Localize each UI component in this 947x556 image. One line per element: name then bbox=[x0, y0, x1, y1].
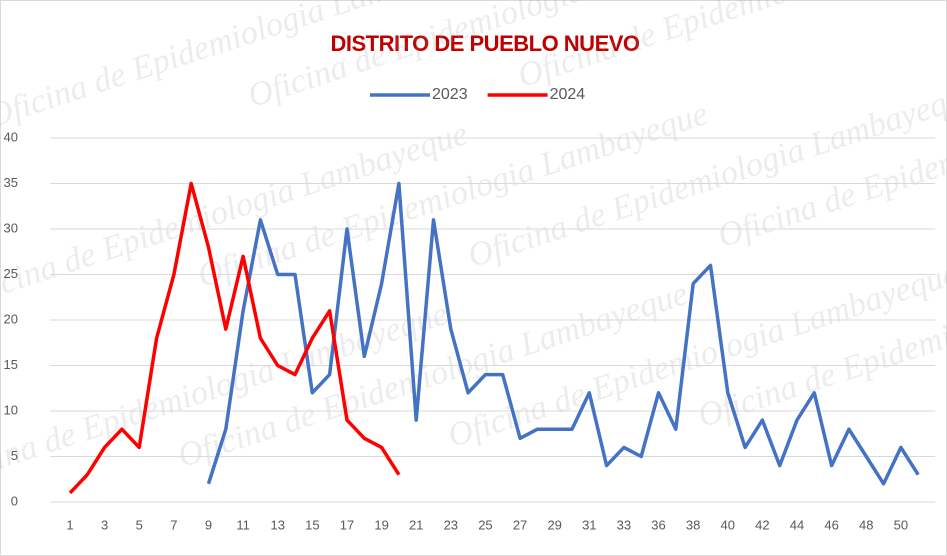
y-tick-label: 15 bbox=[4, 357, 18, 372]
x-tick-label: 11 bbox=[236, 517, 250, 532]
x-tick-label: 1 bbox=[66, 517, 73, 532]
x-tick-label: 27 bbox=[513, 517, 527, 532]
y-tick-label: 5 bbox=[11, 448, 18, 463]
y-tick-label: 20 bbox=[4, 311, 18, 326]
x-tick-label: 33 bbox=[617, 517, 631, 532]
line-series bbox=[206, 181, 920, 486]
x-tick-label: 48 bbox=[859, 517, 873, 532]
x-tick-label: 13 bbox=[270, 517, 284, 532]
x-tick-label: 7 bbox=[170, 517, 177, 532]
y-tick-label: 25 bbox=[4, 266, 18, 281]
y-tick-label: 10 bbox=[4, 402, 18, 417]
x-tick-label: 17 bbox=[340, 517, 354, 532]
legend-label: 2023 bbox=[432, 86, 468, 103]
x-tick-label: 29 bbox=[547, 517, 561, 532]
line-series bbox=[68, 181, 401, 495]
x-tick-label: 38 bbox=[686, 517, 700, 532]
x-tick-label: 5 bbox=[136, 517, 143, 532]
x-tick-label: 31 bbox=[582, 517, 596, 532]
y-tick-label: 40 bbox=[4, 129, 18, 144]
legend-label: 2024 bbox=[550, 86, 586, 103]
x-tick-label: 19 bbox=[374, 517, 388, 532]
x-tick-label: 46 bbox=[824, 517, 838, 532]
x-tick-label: 50 bbox=[894, 517, 908, 532]
x-tick-label: 23 bbox=[444, 517, 458, 532]
x-tick-label: 15 bbox=[305, 517, 319, 532]
x-tick-label: 9 bbox=[205, 517, 212, 532]
chart-title: DISTRITO DE PUEBLO NUEVO bbox=[330, 31, 639, 56]
x-tick-label: 42 bbox=[755, 517, 769, 532]
x-tick-label: 3 bbox=[101, 517, 108, 532]
x-tick-label: 44 bbox=[790, 517, 804, 532]
x-tick-label: 25 bbox=[478, 517, 492, 532]
x-tick-label: 40 bbox=[721, 517, 735, 532]
y-tick-label: 35 bbox=[4, 175, 18, 190]
x-tick-label: 21 bbox=[409, 517, 423, 532]
x-tick-label: 36 bbox=[651, 517, 665, 532]
y-tick-label: 30 bbox=[4, 220, 18, 235]
y-tick-label: 0 bbox=[11, 493, 18, 508]
